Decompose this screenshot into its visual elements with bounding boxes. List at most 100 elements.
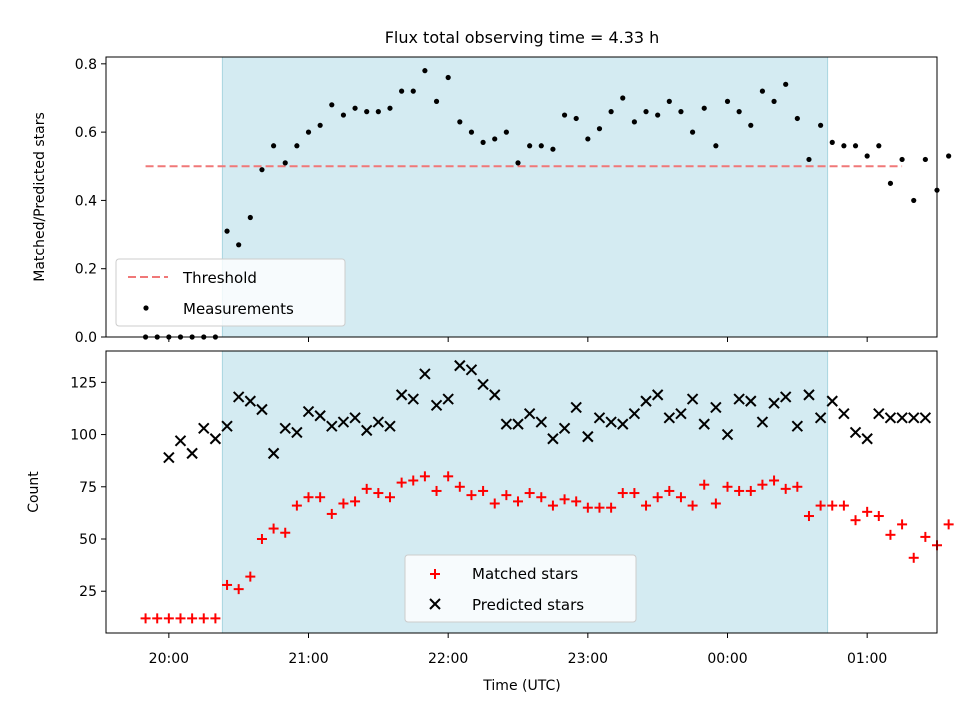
predicted-point bbox=[651, 389, 664, 401]
legend: Threshold Measurements bbox=[115, 258, 346, 327]
measurement-point bbox=[410, 88, 416, 94]
predicted-point bbox=[267, 447, 280, 460]
predicted-point bbox=[593, 412, 606, 424]
predicted-point bbox=[523, 407, 536, 420]
y-tick-label: 0.6 bbox=[75, 125, 97, 141]
matched-point bbox=[862, 506, 873, 517]
y-tick-label: 0.0 bbox=[75, 330, 97, 346]
predicted-point bbox=[209, 433, 222, 445]
measurement-point bbox=[631, 119, 637, 125]
x-tick-label: 01:00 bbox=[847, 651, 887, 667]
predicted-point bbox=[279, 422, 291, 434]
y-tick-label: 100 bbox=[70, 428, 97, 444]
measurement-point bbox=[468, 129, 475, 135]
series-measurements bbox=[142, 68, 952, 340]
matched-point bbox=[187, 613, 198, 624]
matched-point bbox=[710, 498, 721, 509]
predicted-point bbox=[291, 426, 303, 439]
matched-point bbox=[198, 613, 209, 624]
y-tick-label: 0.8 bbox=[75, 57, 97, 73]
predicted-point bbox=[733, 393, 745, 405]
predicted-point bbox=[570, 401, 582, 414]
x-tick-label: 22:00 bbox=[428, 651, 468, 667]
measurement-point bbox=[538, 143, 544, 149]
y-tick-label: 50 bbox=[79, 532, 97, 548]
measurement-point bbox=[911, 197, 917, 204]
measurement-point bbox=[352, 105, 358, 111]
measurement-point bbox=[852, 143, 859, 149]
matched-point bbox=[466, 490, 477, 501]
matched-point bbox=[780, 483, 791, 494]
matched-point bbox=[326, 508, 337, 519]
matched-point bbox=[245, 571, 256, 582]
matched-point bbox=[373, 488, 384, 499]
matched-point bbox=[210, 613, 221, 624]
measurement-point bbox=[259, 167, 265, 173]
predicted-point bbox=[186, 447, 198, 460]
x-tick-label: 00:00 bbox=[707, 651, 747, 667]
predicted-point bbox=[512, 418, 524, 430]
matched-point bbox=[268, 523, 279, 534]
matched-point bbox=[897, 519, 908, 530]
y-tick-label: 0.4 bbox=[75, 193, 97, 209]
legend-measurement-swatch bbox=[143, 305, 149, 311]
predicted-point bbox=[302, 405, 315, 418]
matched-point bbox=[885, 529, 896, 540]
predicted-point bbox=[873, 407, 885, 420]
matched-point bbox=[594, 502, 605, 513]
predicted-point bbox=[198, 422, 210, 434]
predicted-point bbox=[908, 412, 920, 424]
measurement-point bbox=[794, 115, 800, 122]
measurement-point bbox=[620, 95, 626, 101]
measurement-point bbox=[317, 122, 323, 128]
measurement-point bbox=[666, 98, 672, 104]
matched-point bbox=[734, 485, 745, 496]
measurement-point bbox=[445, 74, 451, 81]
measurement-point bbox=[433, 98, 440, 104]
series-predicted-stars bbox=[163, 359, 932, 464]
measurement-point bbox=[364, 109, 370, 115]
predicted-point bbox=[617, 418, 629, 430]
matched-point bbox=[629, 488, 640, 499]
matched-point bbox=[687, 500, 698, 511]
predicted-point bbox=[326, 420, 338, 432]
predicted-point bbox=[384, 420, 396, 432]
y-tick-label: 125 bbox=[70, 375, 97, 391]
predicted-point bbox=[221, 420, 233, 432]
measurement-point bbox=[887, 180, 894, 186]
predicted-point bbox=[430, 399, 443, 412]
matched-point bbox=[513, 496, 524, 507]
measurement-point bbox=[771, 98, 777, 104]
matched-point bbox=[443, 471, 454, 482]
predicted-point bbox=[814, 412, 827, 424]
x-axis-label: Time (UTC) bbox=[482, 678, 560, 694]
matched-point bbox=[547, 500, 558, 511]
measurement-point bbox=[329, 102, 335, 108]
measurement-point bbox=[515, 160, 521, 166]
measurement-point bbox=[340, 112, 347, 118]
measurement-point bbox=[643, 109, 649, 115]
predicted-point bbox=[244, 395, 257, 407]
predicted-point bbox=[360, 424, 373, 437]
predicted-point bbox=[558, 422, 571, 434]
measurement-point bbox=[876, 143, 882, 149]
matched-point bbox=[873, 511, 884, 522]
matched-point bbox=[675, 492, 686, 503]
measurement-point bbox=[946, 153, 952, 159]
measurement-point bbox=[527, 143, 533, 149]
matched-point bbox=[291, 500, 302, 511]
predicted-point bbox=[640, 395, 652, 407]
matched-point bbox=[419, 471, 430, 482]
predicted-point bbox=[477, 378, 489, 391]
matched-point bbox=[745, 485, 756, 496]
predicted-point bbox=[395, 389, 408, 401]
predicted-point bbox=[500, 418, 513, 430]
y-axis-label: Matched/Predicted stars bbox=[32, 112, 48, 282]
matched-point bbox=[769, 475, 780, 486]
measurement-point bbox=[224, 228, 230, 234]
matched-point bbox=[175, 613, 186, 624]
predicted-point bbox=[803, 389, 815, 401]
measurement-point bbox=[596, 126, 603, 132]
matched-point bbox=[943, 519, 954, 530]
legend-threshold-label: Threshold bbox=[182, 269, 257, 287]
